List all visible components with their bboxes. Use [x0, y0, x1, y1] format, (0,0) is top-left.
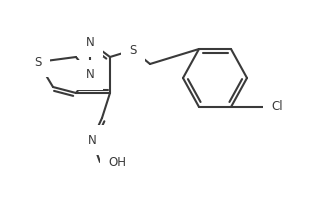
Text: N: N — [87, 134, 96, 147]
Text: N: N — [86, 69, 94, 81]
Text: Cl: Cl — [271, 101, 283, 113]
Text: S: S — [129, 44, 137, 57]
Text: N: N — [86, 35, 94, 48]
Text: OH: OH — [108, 155, 126, 168]
Text: S: S — [34, 55, 42, 69]
